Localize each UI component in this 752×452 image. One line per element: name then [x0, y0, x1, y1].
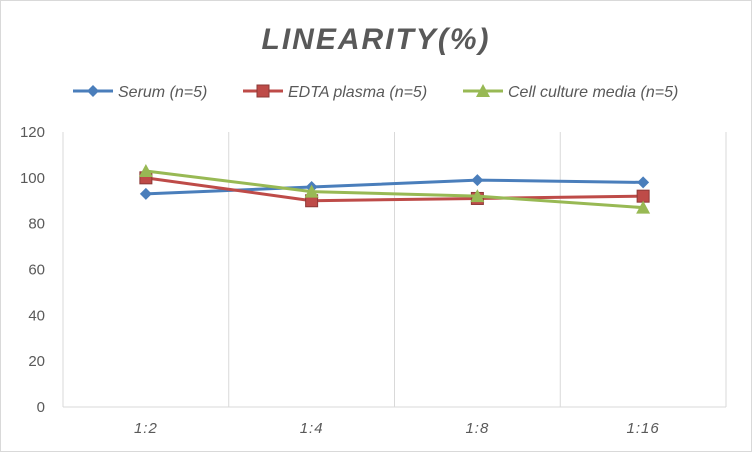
- series-line: [145, 169, 644, 210]
- legend-entry: Serum (n=5): [73, 84, 207, 101]
- legend-entry: Cell culture media (n=5): [463, 84, 678, 101]
- legend-marker: [256, 84, 270, 98]
- x-tick-label: 1:8: [465, 420, 489, 437]
- legend-marker: [87, 85, 99, 97]
- y-tick-label: 20: [28, 353, 45, 370]
- data-point: [470, 189, 485, 203]
- series-layer: [138, 163, 651, 214]
- x-tick-label: 1:4: [300, 420, 324, 437]
- data-point: [138, 163, 153, 177]
- y-tick-label: 120: [20, 124, 45, 141]
- axes: 0 20 40 60 80 100 120 1:2 1:4 1:8 1:16: [20, 124, 726, 437]
- legend-label: EDTA plasma (n=5): [288, 84, 427, 101]
- y-tick-label: 0: [37, 399, 45, 416]
- data-point: [636, 189, 650, 203]
- chart-title: LINEARITY(%): [262, 23, 491, 56]
- series-2: [138, 163, 651, 214]
- x-tick-label: 1:2: [134, 420, 158, 437]
- y-tick-label: 60: [28, 262, 45, 279]
- y-tick-label: 80: [28, 216, 45, 233]
- gridlines: [62, 132, 727, 407]
- legend-label: Serum (n=5): [118, 84, 207, 101]
- data-point: [139, 187, 152, 200]
- series-line: [145, 176, 644, 203]
- legend: Serum (n=5) EDTA plasma (n=5) Cell culture…: [73, 84, 678, 101]
- y-tick-label: 100: [20, 170, 45, 187]
- y-tick-label: 40: [28, 307, 45, 324]
- data-point: [637, 176, 650, 189]
- data-point: [471, 174, 484, 187]
- legend-label: Cell culture media (n=5): [508, 84, 678, 101]
- data-point: [304, 184, 319, 198]
- legend-entry: EDTA plasma (n=5): [243, 84, 427, 101]
- legend-marker: [476, 84, 490, 97]
- data-point: [636, 200, 651, 214]
- x-tick-label: 1:16: [627, 420, 660, 437]
